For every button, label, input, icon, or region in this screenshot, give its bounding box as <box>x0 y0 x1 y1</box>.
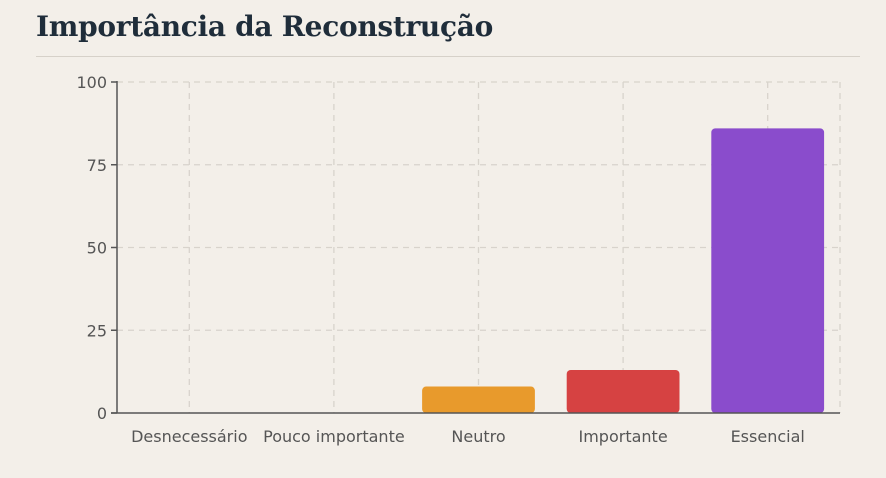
x-tick-label: Importante <box>579 427 668 446</box>
x-tick-label: Essencial <box>731 427 805 446</box>
y-tick-label: 0 <box>97 404 107 423</box>
y-tick-label: 100 <box>76 73 107 92</box>
title-divider <box>36 56 860 57</box>
x-tick-label: Desnecessário <box>131 427 247 446</box>
bar-2 <box>422 386 535 413</box>
y-tick-label: 25 <box>87 321 107 340</box>
bar-4 <box>711 128 825 413</box>
y-tick-label: 50 <box>87 239 107 258</box>
bar-3 <box>566 369 680 413</box>
x-tick-label: Neutro <box>451 427 505 446</box>
chart-title: Importância da Reconstrução <box>36 10 493 43</box>
x-tick-label: Pouco importante <box>263 427 405 446</box>
y-tick-label: 75 <box>87 156 107 175</box>
